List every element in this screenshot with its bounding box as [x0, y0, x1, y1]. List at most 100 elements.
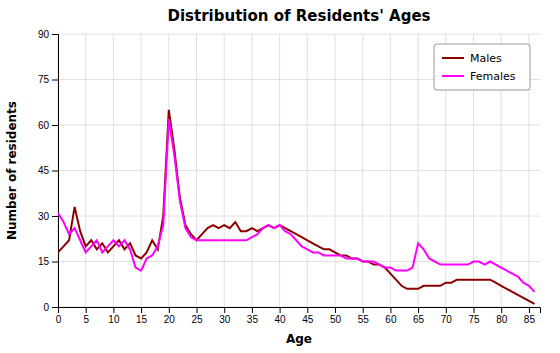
series-group [58, 110, 534, 304]
y-axis-tick: 60 [38, 120, 58, 131]
x-axis-tick-label: 0 [56, 314, 62, 325]
x-axis-tick-label: 70 [441, 314, 453, 325]
x-axis-tick-label: 40 [275, 314, 287, 325]
x-axis-tick-label: 30 [219, 314, 231, 325]
x-axis-tick-label: 15 [136, 314, 148, 325]
grid-line-y [58, 216, 540, 217]
x-axis-tick-mark [335, 307, 336, 313]
y-axis-tick-label: 60 [38, 120, 50, 131]
y-axis-tick-mark [52, 262, 58, 263]
plot: 0 5 10 15 20 25 30 35 40 45 50 55 60 65 70 75 80 85 0 15 30 4… [38, 29, 541, 325]
grid-line-y [58, 261, 540, 262]
y-axis-tick-label: 45 [38, 165, 50, 176]
x-axis-tick-label: 25 [191, 314, 203, 325]
y-axis-tick-label: 30 [38, 211, 50, 222]
y-axis-domain [52, 35, 59, 308]
x-axis-tick-mark [169, 307, 170, 313]
x-axis-tick: 40 [275, 307, 287, 325]
x-axis-tick: 10 [108, 307, 120, 325]
y-axis-tick: 75 [38, 74, 58, 85]
x-axis-tick-mark [280, 307, 281, 313]
x-axis-tick: 20 [164, 307, 176, 325]
x-axis-tick-mark [141, 307, 142, 313]
x-axis-tick: 75 [468, 307, 480, 325]
x-axis-tick-mark [474, 307, 475, 313]
x-axis-tick-label: 60 [385, 314, 397, 325]
x-axis-tick-mark [501, 307, 502, 313]
x-axis-tick-mark [446, 307, 447, 313]
legend-label: Males [470, 52, 502, 65]
y-axis-tick-label: 15 [38, 256, 50, 267]
x-axis-tick: 15 [136, 307, 148, 325]
grid-line-y [58, 34, 540, 35]
x-axis-tick-label: 5 [83, 314, 89, 325]
y-axis-tick: 90 [38, 29, 58, 40]
x-axis-tick-mark [307, 307, 308, 313]
x-axis-tick-mark [252, 307, 253, 313]
y-axis-tick-label: 90 [38, 29, 50, 40]
x-axis-tick: 80 [496, 307, 508, 325]
y-axis-tick-mark [52, 307, 58, 308]
legend-swatch [442, 57, 464, 59]
x-axis-tick-mark [529, 307, 530, 313]
x-axis-tick: 70 [441, 307, 453, 325]
grid [58, 34, 540, 307]
line [58, 119, 534, 292]
x-axis-tick-label: 50 [330, 314, 342, 325]
x-axis-tick: 35 [247, 307, 259, 325]
x-axis-tick-label: 75 [468, 314, 480, 325]
x-axis-tick: 45 [302, 307, 314, 325]
x-axis-tick: 5 [83, 307, 89, 325]
legend: Males Females [434, 44, 530, 90]
x-axis-tick-mark [390, 307, 391, 313]
x-axis-tick-label: 45 [302, 314, 314, 325]
legend-item: Males [442, 52, 502, 65]
x-axis-tick: 0 [56, 307, 62, 325]
x-axis-tick: 25 [191, 307, 203, 325]
x-axis-tick-mark [86, 307, 87, 313]
y-axis-tick-mark [52, 34, 58, 35]
y-axis-tick-mark [52, 80, 58, 81]
y-axis-tick-mark [52, 216, 58, 217]
y-axis-tick: 15 [38, 256, 58, 267]
x-axis-tick-mark [418, 307, 419, 313]
chart: 0 5 10 15 20 25 30 35 40 45 50 55 60 65 70 75 80 85 0 15 30 4… [0, 0, 560, 353]
y-axis-tick-label: 75 [38, 74, 50, 85]
y-axis-tick: 30 [38, 211, 58, 222]
x-axis-tick-label: 55 [358, 314, 370, 325]
x-axis-tick-label: 10 [108, 314, 120, 325]
x-axis-domain [59, 308, 541, 314]
x-axis-tick: 30 [219, 307, 231, 325]
y-axis-tick: 0 [43, 302, 58, 313]
x-axis-tick-mark [224, 307, 225, 313]
line [58, 110, 534, 304]
x-axis-tick-label: 80 [496, 314, 508, 325]
x-axis-tick-mark [363, 307, 364, 313]
x-axis-tick: 85 [524, 307, 536, 325]
x-axis-tick: 60 [385, 307, 397, 325]
x-axis: 0 5 10 15 20 25 30 35 40 45 50 55 60 65 70 75 80 85 [56, 307, 541, 325]
x-axis-tick-label: 20 [164, 314, 176, 325]
grid-line-y [58, 125, 540, 126]
y-axis-tick: 45 [38, 165, 58, 176]
y-axis-tick-mark [52, 125, 58, 126]
legend-item: Females [442, 70, 516, 83]
x-axis-tick-mark [113, 307, 114, 313]
legend-box [434, 44, 530, 90]
x-axis-tick-label: 85 [524, 314, 536, 325]
grid-line-y [58, 170, 540, 171]
y-axis: 0 15 30 45 60 75 90 [38, 29, 59, 313]
x-axis-title: Age [286, 332, 312, 346]
y-axis-tick-label: 0 [43, 302, 49, 313]
y-axis-tick-mark [52, 171, 58, 172]
x-axis-tick: 50 [330, 307, 342, 325]
title: Distribution of Residents' Ages [168, 7, 431, 25]
legend-swatch [442, 75, 464, 77]
x-axis-tick: 55 [358, 307, 370, 325]
x-axis-tick: 65 [413, 307, 425, 325]
x-axis-tick-mark [197, 307, 198, 313]
legend-label: Females [470, 70, 516, 83]
x-axis-tick-label: 35 [247, 314, 259, 325]
y-axis-title: Number of residents [5, 101, 19, 240]
x-axis-tick-label: 65 [413, 314, 425, 325]
